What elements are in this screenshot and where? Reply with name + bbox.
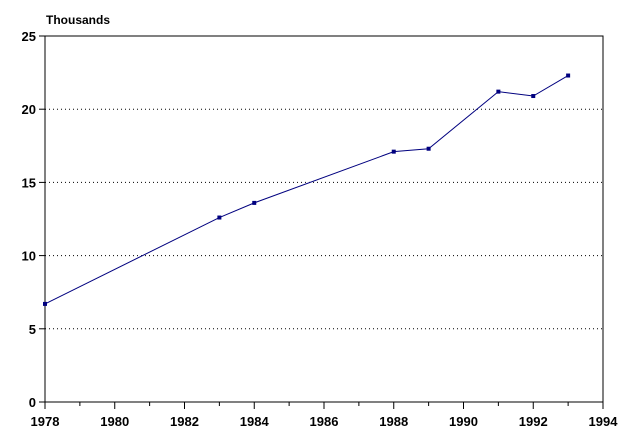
y-tick-label: 20	[22, 102, 36, 117]
x-tick-label: 1978	[31, 414, 60, 429]
y-tick-label: 0	[29, 395, 36, 410]
data-point	[217, 215, 222, 220]
grid-lines	[45, 108, 603, 330]
y-tick-label: 15	[22, 175, 36, 190]
y-axis-unit-label: Thousands	[46, 13, 110, 27]
plot-area	[44, 35, 604, 403]
series-layer	[43, 73, 571, 306]
data-point	[531, 94, 536, 99]
x-tick-label: 1984	[240, 414, 270, 429]
data-point	[566, 73, 571, 78]
data-point	[391, 149, 396, 154]
x-tick-label: 1980	[100, 414, 129, 429]
x-tick-label: 1988	[379, 414, 408, 429]
x-axis: 1978 1980 1982 1984 1986 1988 1990 1992 1994	[31, 402, 619, 429]
x-tick-label: 1990	[449, 414, 478, 429]
data-point	[252, 200, 257, 205]
y-axis: 0 5 10 15 20 25	[22, 29, 45, 410]
series-line	[44, 75, 569, 305]
data-point	[496, 89, 501, 94]
x-tick-label: 1986	[310, 414, 339, 429]
y-tick-label: 5	[29, 322, 36, 337]
y-tick-label: 25	[22, 29, 36, 44]
x-tick-label: 1992	[519, 414, 548, 429]
data-point	[43, 301, 47, 306]
x-tick-label: 1994	[589, 414, 619, 429]
y-tick-label: 10	[22, 249, 36, 264]
x-tick-label: 1982	[170, 414, 199, 429]
data-point	[426, 146, 431, 151]
